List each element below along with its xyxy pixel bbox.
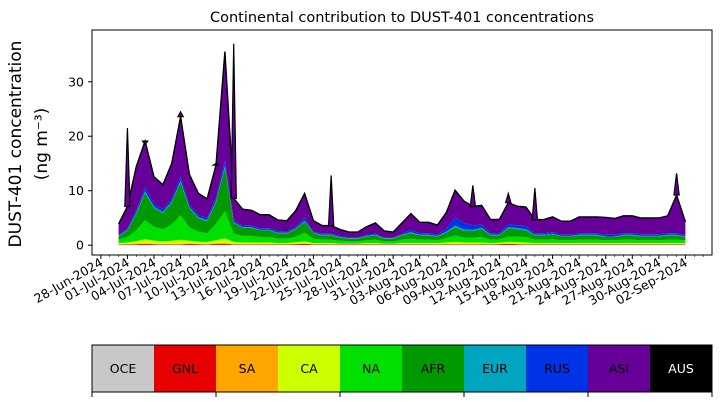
total-peak-9 [673,173,680,196]
legend-frame [91,344,713,393]
legend-swatch-asi [588,345,650,392]
legend-label-ca: CA [300,361,318,376]
total-line [117,51,687,233]
y-axis-label: DUST-401 concentration (ng m⁻³) [6,41,52,248]
legend-label-aus: AUS [668,361,694,376]
area-series-ca [118,238,686,245]
legend-swatch-afr [402,345,464,392]
total-peak-2 [176,110,185,118]
plot-area [91,29,713,256]
legend-label-gnl: GNL [172,361,198,376]
total-peak-7 [504,191,512,204]
area-series-gnl [118,243,686,245]
legend-label-afr: AFR [421,361,446,376]
legend-swatch-rus [526,345,588,392]
area-series-sa [118,243,686,245]
y-axis-label-unit: (ng m⁻³) [32,108,52,181]
y-tick-label-0: 0 [76,238,84,253]
y-tick-label-20: 20 [68,129,84,144]
legend-swatch-eur [464,345,526,392]
chart-title: Continental contribution to DUST-401 con… [210,10,594,26]
y-tick-label-10: 10 [68,183,84,198]
y-axis: 0 10 20 30 [68,74,92,253]
legend-label-oce: OCE [110,361,137,376]
legend-swatch-gnl [154,345,216,392]
x-axis: 28-Jun-202401-Jul-202404-Jul-202407-Jul-… [31,255,704,308]
area-series-na [118,211,686,244]
legend-swatch-aus [650,345,712,392]
area-series-asi [118,51,686,238]
legend-swatch-sa [216,345,278,392]
total-peak-6 [469,185,477,208]
legend-swatch-ca [278,345,340,392]
legend-label-na: NA [362,361,380,376]
y-tick-label-30: 30 [68,74,84,89]
legend-label-eur: EUR [482,361,508,376]
total-peak-5 [327,175,335,227]
y-axis-label-main: DUST-401 concentration [6,41,26,248]
legend-label-rus: RUS [544,361,570,376]
legend-colorbar: OCE GNL SA CA NA AFR EUR RUS ASI AUS [91,344,713,397]
total-peak-8 [531,187,539,221]
legend-label-asi: ASI [609,361,629,376]
legend-label-sa: SA [239,361,256,376]
total-peak-3 [211,162,221,166]
total-peak-0 [124,128,131,208]
total-peak-4 [230,43,237,199]
legend-swatch-na [340,345,402,392]
total-peak-1 [141,140,149,146]
legend-swatch-oce [92,345,154,392]
